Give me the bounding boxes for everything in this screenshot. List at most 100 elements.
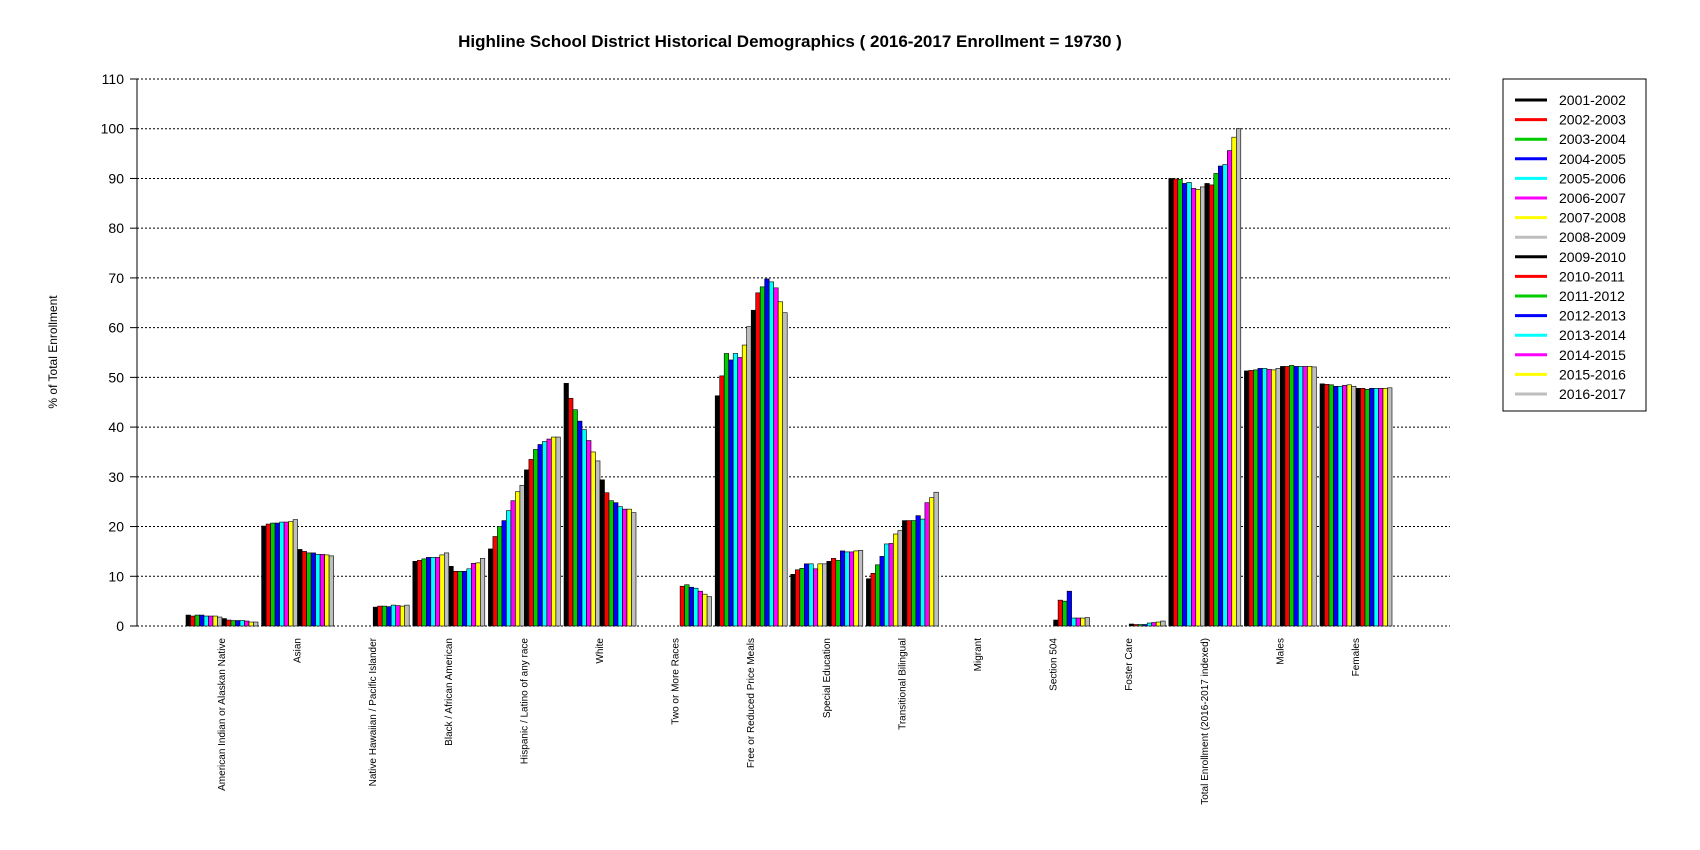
bar bbox=[1133, 624, 1139, 627]
bar bbox=[723, 353, 730, 627]
bar bbox=[301, 551, 307, 627]
bar bbox=[542, 441, 548, 627]
bar bbox=[839, 550, 846, 627]
bar bbox=[1168, 178, 1174, 627]
bar bbox=[315, 554, 321, 627]
bar bbox=[586, 440, 592, 627]
bar bbox=[1378, 387, 1384, 627]
bar bbox=[386, 606, 392, 627]
bar bbox=[693, 587, 699, 627]
bar bbox=[920, 518, 926, 627]
bar bbox=[1053, 619, 1059, 627]
bar bbox=[1057, 599, 1063, 627]
bar bbox=[461, 570, 468, 627]
bar bbox=[1275, 368, 1281, 627]
bar bbox=[1262, 368, 1268, 627]
bar bbox=[893, 533, 899, 627]
bar bbox=[434, 557, 441, 627]
legend-label: 2002-2003 bbox=[1559, 112, 1626, 128]
bar bbox=[199, 614, 205, 627]
bar bbox=[773, 287, 779, 627]
y-tick-label: 60 bbox=[108, 320, 124, 336]
legend-label: 2011-2012 bbox=[1559, 288, 1625, 304]
bar bbox=[421, 558, 427, 627]
bar bbox=[457, 570, 463, 627]
y-tick-label: 50 bbox=[108, 369, 124, 385]
bar bbox=[1160, 620, 1166, 627]
bar bbox=[924, 502, 930, 627]
bar bbox=[372, 606, 379, 627]
bar bbox=[1266, 369, 1272, 627]
bar bbox=[613, 502, 619, 627]
bar bbox=[848, 551, 855, 627]
category-label: Transitional Bilingual bbox=[897, 638, 908, 730]
bar bbox=[1146, 622, 1152, 627]
legend: 2001-2002 2002-2003 2003-2004 2004-2005 2005… bbox=[1502, 78, 1647, 412]
legend-label: 2006-2007 bbox=[1559, 190, 1626, 206]
bar bbox=[319, 554, 325, 627]
bar bbox=[794, 569, 801, 627]
bar bbox=[1253, 369, 1259, 627]
y-tick-label: 20 bbox=[108, 519, 124, 535]
bar bbox=[208, 615, 214, 627]
bar bbox=[1195, 189, 1201, 627]
bar bbox=[595, 460, 601, 627]
category-label: Black / African American bbox=[444, 638, 455, 746]
bar bbox=[1337, 386, 1343, 627]
bar bbox=[888, 543, 894, 627]
bar bbox=[248, 621, 254, 627]
bar bbox=[902, 520, 908, 627]
y-tick-label: 30 bbox=[108, 469, 124, 485]
bar bbox=[1062, 600, 1068, 627]
bar bbox=[466, 568, 472, 627]
bar bbox=[306, 552, 312, 627]
bar bbox=[929, 497, 935, 627]
bar bbox=[1382, 387, 1388, 627]
bar bbox=[1280, 366, 1286, 627]
bar bbox=[1218, 165, 1224, 627]
category-label: Migrant bbox=[973, 638, 984, 672]
bar bbox=[768, 281, 775, 627]
bar bbox=[1324, 384, 1330, 627]
bar bbox=[506, 510, 512, 627]
legend-label: 2014-2015 bbox=[1559, 347, 1626, 363]
bar bbox=[777, 301, 784, 627]
bar bbox=[212, 615, 218, 627]
bar bbox=[1257, 368, 1263, 627]
bar bbox=[443, 552, 450, 627]
bar bbox=[501, 520, 507, 627]
bar bbox=[1222, 164, 1228, 627]
y-tick-label: 70 bbox=[108, 270, 124, 286]
bar bbox=[844, 551, 850, 627]
bar bbox=[1186, 182, 1192, 627]
bar bbox=[1177, 179, 1183, 627]
bar bbox=[631, 512, 637, 627]
bar bbox=[404, 604, 410, 627]
bar bbox=[226, 619, 232, 627]
bar bbox=[537, 444, 543, 627]
bar bbox=[1173, 178, 1179, 627]
bar bbox=[799, 568, 805, 627]
legend-label: 2005-2006 bbox=[1559, 170, 1626, 186]
bar bbox=[1128, 623, 1134, 627]
bar bbox=[714, 395, 721, 627]
bar bbox=[555, 436, 561, 627]
bar bbox=[416, 560, 423, 627]
bar bbox=[590, 451, 596, 627]
bar bbox=[1200, 186, 1206, 627]
bar bbox=[497, 526, 503, 627]
legend-label: 2010-2011 bbox=[1559, 268, 1625, 284]
bar bbox=[377, 605, 383, 627]
y-tick-label: 10 bbox=[108, 568, 124, 584]
bar bbox=[702, 593, 708, 627]
bar bbox=[581, 429, 587, 627]
bar bbox=[430, 557, 436, 627]
bar bbox=[1151, 622, 1157, 627]
bar bbox=[1236, 128, 1242, 627]
bar bbox=[1066, 590, 1072, 627]
bar bbox=[1360, 387, 1366, 627]
bar bbox=[492, 536, 498, 627]
bar bbox=[746, 326, 752, 627]
